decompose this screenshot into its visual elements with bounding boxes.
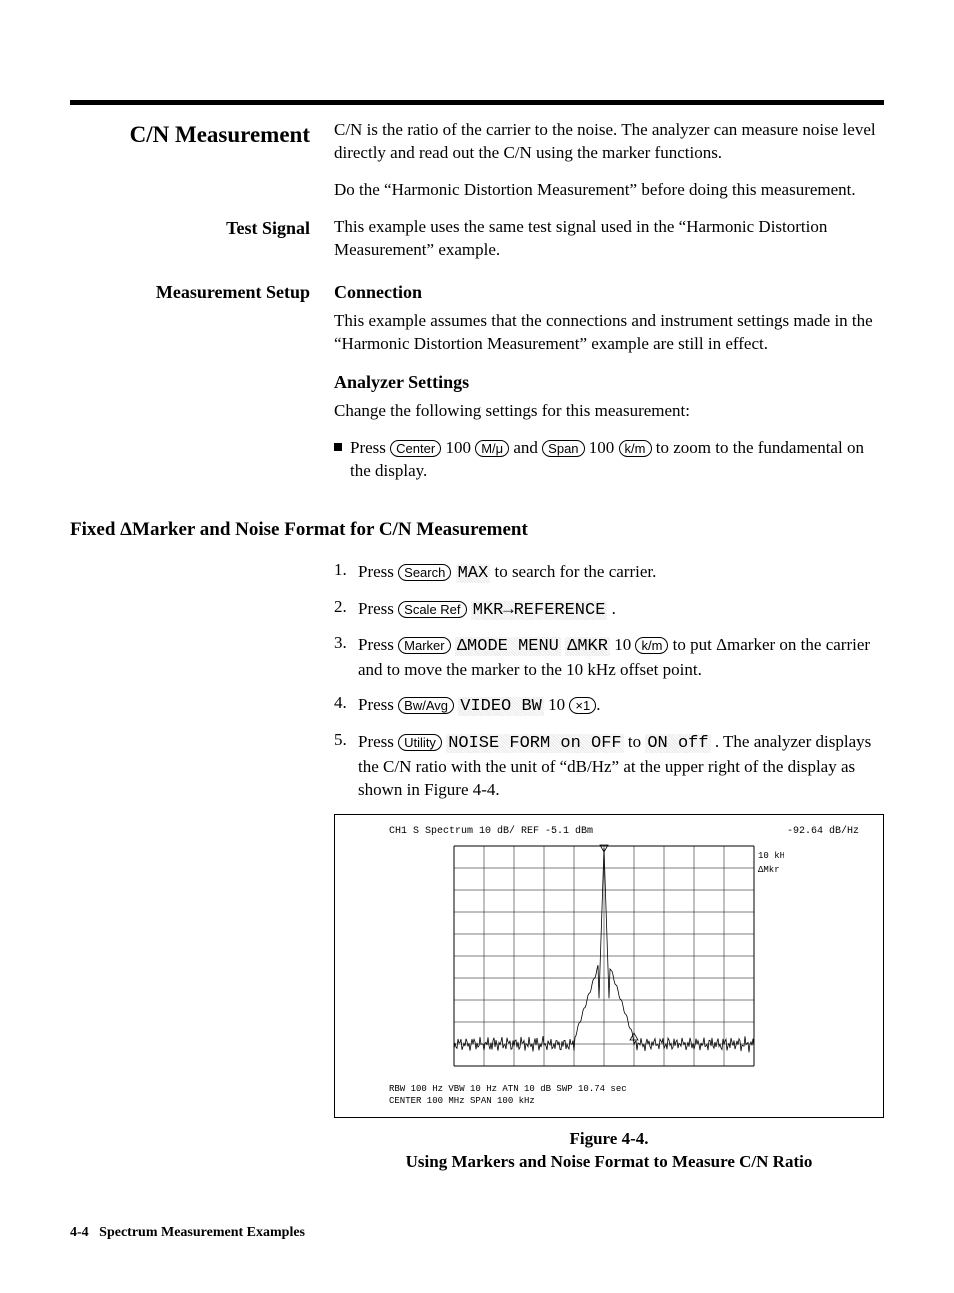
s5-to: to — [624, 732, 646, 751]
graph-footer-l1: RBW 100 Hz VBW 10 Hz ATN 10 dB SWP 10.74… — [389, 1083, 859, 1095]
s3-mid: 10 — [610, 635, 636, 654]
span-key: Span — [542, 440, 584, 457]
step-5: 5. Press Utility NOISE FORM on OFF to ON… — [334, 731, 884, 802]
s4-pre: Press — [358, 695, 398, 714]
step-num: 3. — [334, 634, 354, 653]
svg-text:ΔMkr: ΔMkr — [758, 865, 780, 875]
analyzer-svg: 10 kHz ΔMkr — [434, 841, 784, 1081]
step-2: 2. Press Scale Ref MKR→REFERENCE . — [334, 598, 884, 623]
step-num: 5. — [334, 731, 354, 750]
test-signal-text: This example uses the same test signal u… — [334, 216, 884, 262]
page-footer: 4-4 Spectrum Measurement Examples — [70, 1224, 884, 1243]
fixed-marker-heading: Fixed ΔMarker and Noise Format for C/N M… — [70, 517, 884, 543]
x1-key: ×1 — [569, 697, 596, 714]
km-key: k/m — [619, 440, 652, 457]
km-key-2: k/m — [635, 637, 668, 654]
steps-left-spacer — [70, 561, 310, 1174]
dmkr-softkey: ΔMKR — [565, 637, 610, 656]
s3-pre: Press — [358, 635, 398, 654]
s2-post: . — [607, 599, 616, 618]
figure-caption-text: Using Markers and Noise Format to Measur… — [406, 1152, 813, 1171]
footer-text: Spectrum Measurement Examples — [99, 1225, 305, 1240]
m-key: M/μ — [475, 440, 509, 457]
b-pre: Press — [350, 438, 390, 457]
graph-header-left: CH1 S Spectrum 10 dB/ REF -5.1 dBm — [389, 825, 593, 839]
step-num: 2. — [334, 598, 354, 617]
s1-post: to search for the carrier. — [490, 562, 656, 581]
s4-mid: 10 — [544, 695, 570, 714]
s4-post: . — [596, 695, 600, 714]
step-num: 4. — [334, 694, 354, 713]
figure-container: CH1 S Spectrum 10 dB/ REF -5.1 dBm -92.6… — [334, 814, 884, 1118]
max-softkey: MAX — [456, 564, 491, 583]
b-and: and — [509, 438, 542, 457]
noiseform-on-off-softkey: NOISE FORM on OFF — [446, 734, 623, 753]
graph-footer-l2: CENTER 100 MHz SPAN 100 kHz — [389, 1095, 859, 1107]
analyzer-intro: Change the following settings for this m… — [334, 400, 884, 423]
marker-key: Marker — [398, 637, 450, 654]
b-100a: 100 — [441, 438, 475, 457]
steps-list: 1. Press Search MAX to search for the ca… — [334, 561, 884, 803]
videobw-softkey: VIDEO BW — [458, 697, 544, 716]
prereq-text: Do the “Harmonic Distortion Measurement”… — [334, 179, 884, 202]
scaleref-key: Scale Ref — [398, 601, 466, 618]
b-100b: 100 — [585, 438, 619, 457]
connection-title: Connection — [334, 280, 884, 304]
analyzer-display: 10 kHz ΔMkr — [434, 841, 784, 1081]
search-key: Search — [398, 564, 451, 581]
figure-number: Figure 4-4. — [334, 1128, 884, 1151]
test-signal-label: Test Signal — [70, 216, 310, 262]
connection-text: This example assumes that the connection… — [334, 310, 884, 356]
noiseform-on-softkey: ON off — [645, 734, 710, 753]
intro-text: C/N is the ratio of the carrier to the n… — [334, 119, 884, 165]
meas-setup-label: Measurement Setup — [70, 280, 310, 489]
dmode-softkey: ΔMODE MENU — [455, 637, 561, 656]
analyzer-title: Analyzer Settings — [334, 370, 884, 394]
bullet-text: Press Center 100 M/μ and Span 100 k/m to… — [350, 437, 884, 483]
bullet-icon — [334, 443, 342, 451]
s5-pre: Press — [358, 732, 398, 751]
graph-header-right: -92.64 dB/Hz — [787, 825, 859, 839]
analyzer-bullet: Press Center 100 M/μ and Span 100 k/m to… — [334, 437, 884, 483]
s2-pre: Press — [358, 599, 398, 618]
page-number: 4-4 — [70, 1225, 89, 1240]
bwavg-key: Bw/Avg — [398, 697, 454, 714]
section-title: C/N Measurement — [70, 119, 310, 216]
svg-text:10 kHz: 10 kHz — [758, 851, 784, 861]
step-1: 1. Press Search MAX to search for the ca… — [334, 561, 884, 586]
step-4: 4. Press Bw/Avg VIDEO BW 10 ×1. — [334, 694, 884, 719]
step-num: 1. — [334, 561, 354, 580]
utility-key: Utility — [398, 734, 442, 751]
mkr-ref-softkey: MKR→REFERENCE — [471, 601, 608, 620]
s1-pre: Press — [358, 562, 398, 581]
step-3: 3. Press Marker ΔMODE MENU ΔMKR 10 k/m t… — [334, 634, 884, 682]
center-key: Center — [390, 440, 441, 457]
top-rule — [70, 100, 884, 105]
